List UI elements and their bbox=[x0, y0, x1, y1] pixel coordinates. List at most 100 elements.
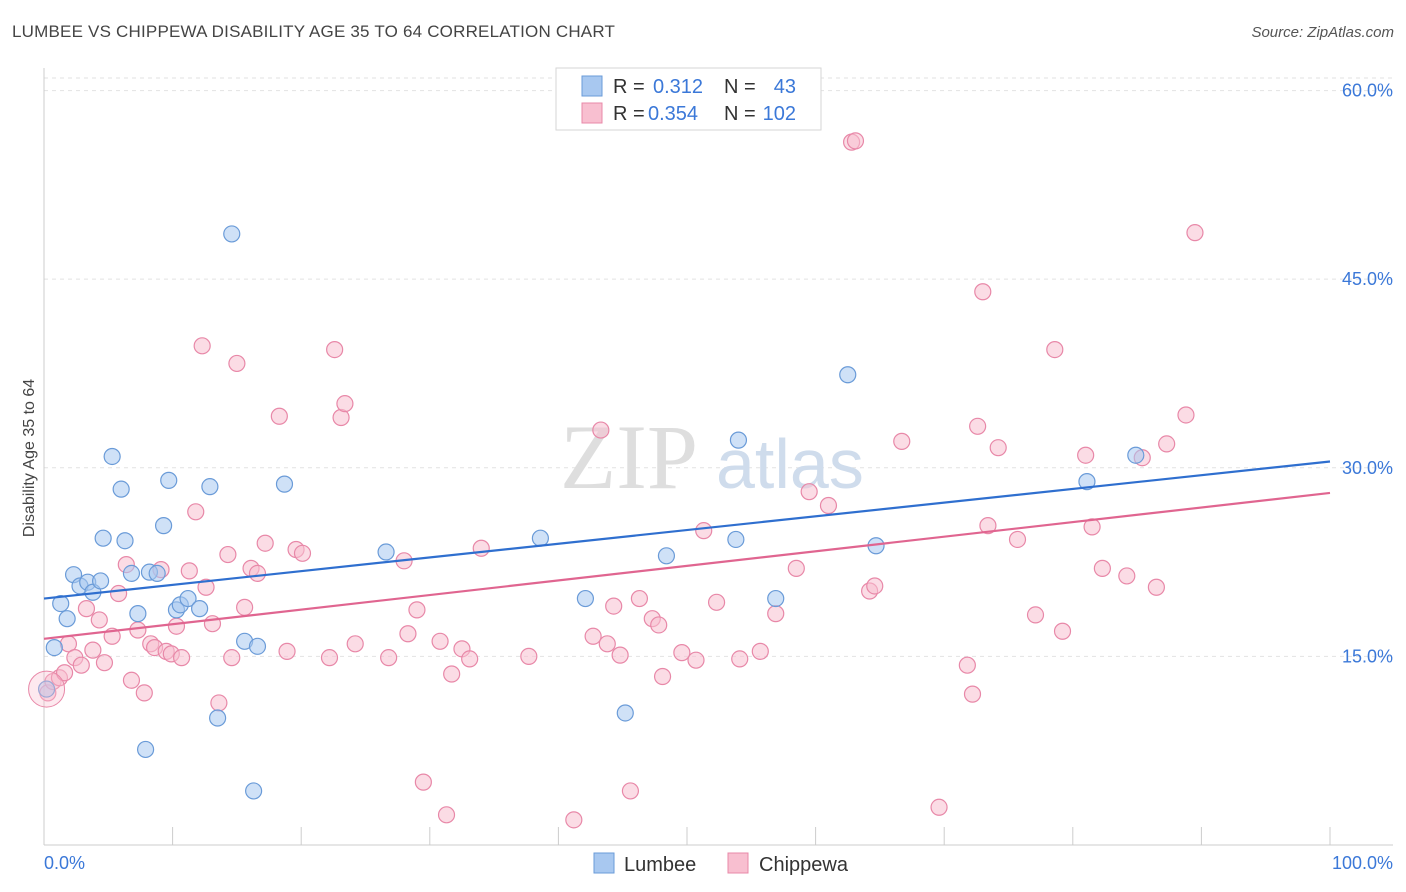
lumbee-point bbox=[657, 547, 676, 565]
chippewa-point bbox=[1177, 406, 1195, 424]
chippewa-point bbox=[731, 650, 749, 668]
chippewa-point bbox=[592, 421, 610, 439]
lumbee-n-value: 43 bbox=[774, 76, 796, 98]
lumbee-point bbox=[201, 478, 219, 496]
chippewa-point bbox=[1046, 340, 1064, 359]
chippewa-point bbox=[180, 562, 198, 580]
lumbee-point bbox=[58, 610, 76, 628]
chippewa-n-value: 102 bbox=[763, 103, 796, 125]
chippewa-point bbox=[270, 407, 288, 425]
chippewa-point bbox=[167, 617, 186, 635]
chippewa-point bbox=[248, 564, 267, 583]
lumbee-n-label: N = bbox=[724, 76, 756, 98]
lumbee-point bbox=[275, 475, 294, 493]
y-tick-label: 45.0% bbox=[1342, 269, 1393, 289]
lumbee-point bbox=[191, 600, 209, 618]
lumbee-point bbox=[148, 564, 166, 583]
chippewa-point bbox=[846, 132, 865, 150]
legend-chippewa-swatch bbox=[727, 852, 749, 874]
chippewa-point bbox=[236, 598, 254, 616]
lumbee-point bbox=[531, 529, 549, 547]
chippewa-point bbox=[520, 647, 538, 665]
chippewa-point bbox=[228, 354, 246, 373]
lumbee-point bbox=[116, 532, 134, 550]
lumbee-point bbox=[616, 704, 634, 722]
chippewa-point bbox=[437, 806, 456, 824]
chippewa-point bbox=[219, 545, 237, 564]
lumbee-point bbox=[179, 589, 197, 608]
y-tick-label: 60.0% bbox=[1342, 81, 1393, 101]
chippewa-point bbox=[673, 644, 691, 662]
chippewa-point bbox=[989, 439, 1007, 457]
chippewa-point bbox=[819, 496, 838, 515]
chippewa-point bbox=[800, 483, 818, 501]
chippewa-point bbox=[461, 650, 479, 668]
stats-legend: R = 0.312 N = 43 R = 0.354 N = 102 bbox=[555, 67, 822, 131]
lumbee-point bbox=[154, 517, 173, 535]
chippewa-point bbox=[621, 782, 640, 800]
chippewa-point bbox=[197, 578, 215, 596]
chippewa-n-label: N = bbox=[724, 103, 756, 125]
chippewa-point bbox=[109, 584, 128, 603]
lumbee-point bbox=[727, 530, 745, 549]
chippewa-point bbox=[930, 798, 948, 816]
chippewa-point bbox=[767, 605, 785, 623]
lumbee-point bbox=[52, 594, 70, 613]
chippewa-point bbox=[135, 684, 153, 702]
chart-title: LUMBEE VS CHIPPEWA DISABILITY AGE 35 TO … bbox=[12, 22, 616, 41]
y-tick-label: 15.0% bbox=[1342, 646, 1393, 666]
lumbee-point bbox=[91, 572, 110, 590]
chippewa-point bbox=[611, 646, 629, 664]
chippewa-point bbox=[1008, 530, 1027, 549]
lumbee-point bbox=[576, 589, 595, 608]
x-tick-min: 0.0% bbox=[44, 853, 85, 873]
lumbee-point bbox=[112, 480, 130, 498]
chippewa-r-value: 0.354 bbox=[648, 103, 698, 125]
chippewa-point bbox=[293, 544, 312, 562]
chippewa-point bbox=[1158, 435, 1176, 453]
lumbee-point bbox=[136, 740, 155, 759]
chippewa-point bbox=[223, 649, 241, 667]
watermark-zip: ZIP bbox=[560, 406, 698, 508]
lumbee-swatch bbox=[581, 75, 603, 97]
chippewa-point bbox=[90, 611, 108, 629]
chippewa-point bbox=[1147, 578, 1165, 596]
chippewa-point bbox=[598, 635, 616, 653]
chippewa-point bbox=[336, 395, 354, 413]
chippewa-point bbox=[431, 632, 449, 650]
data-points bbox=[28, 132, 1204, 829]
lumbee-point bbox=[839, 366, 857, 384]
chippewa-point bbox=[963, 685, 982, 703]
chippewa-point bbox=[969, 417, 987, 435]
lumbee-point bbox=[103, 447, 121, 466]
chippewa-point bbox=[408, 601, 426, 619]
axes bbox=[43, 68, 1393, 846]
chippewa-r-label: R = bbox=[613, 103, 645, 125]
lumbee-point bbox=[37, 680, 56, 698]
chippewa-point bbox=[605, 597, 623, 615]
chippewa-point bbox=[787, 559, 805, 577]
chippewa-point bbox=[1093, 559, 1111, 577]
chippewa-point bbox=[653, 667, 672, 686]
chippewa-point bbox=[443, 665, 461, 683]
chippewa-point bbox=[278, 642, 296, 660]
lumbee-point bbox=[729, 431, 748, 449]
chippewa-point bbox=[1026, 606, 1045, 624]
chippewa-point bbox=[630, 589, 649, 608]
chippewa-point bbox=[472, 539, 490, 557]
cluster-point bbox=[28, 670, 66, 708]
lumbee-point bbox=[160, 471, 178, 489]
chippewa-point bbox=[55, 664, 74, 682]
chippewa-point bbox=[77, 600, 96, 618]
y-tick-label: 30.0% bbox=[1342, 458, 1393, 478]
lumbee-point bbox=[223, 225, 241, 243]
lumbee-r-value: 0.312 bbox=[653, 76, 703, 98]
source-credit: Source: ZipAtlas.com bbox=[1251, 24, 1394, 41]
chippewa-point bbox=[1118, 567, 1136, 585]
chippewa-point bbox=[187, 503, 205, 521]
chippewa-point bbox=[256, 534, 274, 552]
chippewa-point bbox=[95, 654, 114, 672]
y-tick-labels: 15.0% 30.0% 45.0% 60.0% bbox=[1342, 81, 1393, 667]
chippewa-point bbox=[173, 649, 191, 667]
